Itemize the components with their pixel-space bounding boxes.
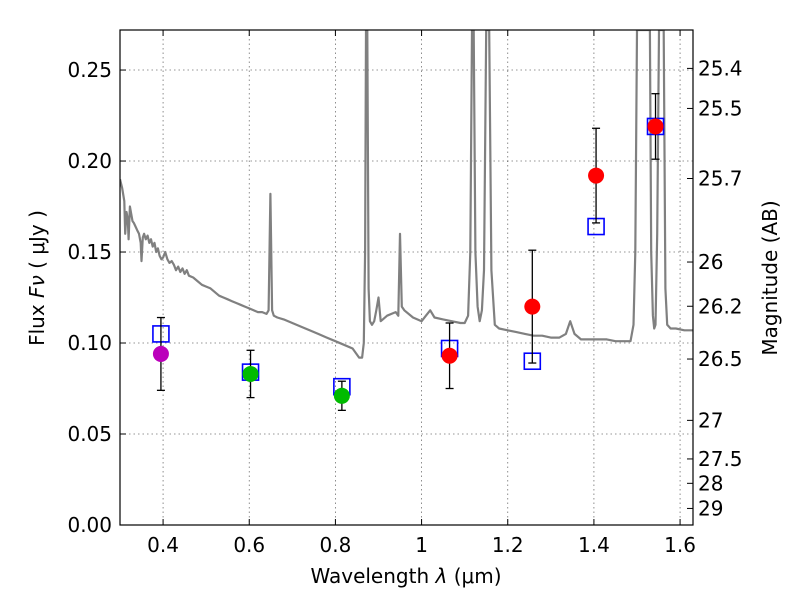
observed-layer — [152, 93, 664, 411]
magnitude-tick-label: 26.5 — [698, 347, 743, 371]
x-tick-label: 0.4 — [147, 533, 179, 557]
observed-point — [524, 298, 541, 315]
x-axis-label: Wavelength λ (μm) — [310, 564, 501, 588]
x-tick-label: 0.8 — [320, 533, 352, 557]
y-tick-label: 0.25 — [67, 58, 112, 82]
observed-point — [242, 365, 259, 382]
model-sed-layer — [120, 30, 693, 359]
x-tick-label: 1.2 — [492, 533, 524, 557]
magnitude-tick-label: 25.7 — [698, 167, 743, 191]
magnitude-tick-label: 29 — [698, 496, 723, 520]
magnitude-axis-label: Magnitude (AB) — [758, 200, 782, 355]
y-tick-label: 0.10 — [67, 331, 112, 355]
magnitude-tick-label: 26 — [698, 250, 723, 274]
x-tick-label: 1.4 — [578, 533, 610, 557]
x-tick-label: 0.6 — [233, 533, 265, 557]
plot-background — [120, 30, 693, 525]
x-tick-label: 1.6 — [664, 533, 696, 557]
y-axis-label: Flux Fν ( μJy ) — [25, 210, 49, 346]
axis-ticks: 0.4 0.6 0.8 1 1.2 1.4 1.6 0.00 0.05 0.10 0.15 0.20 0… — [67, 30, 743, 557]
model-sed-line — [120, 30, 693, 359]
magnitude-tick-label: 25.4 — [698, 56, 743, 80]
observed-point — [152, 345, 169, 362]
y-tick-label: 0.00 — [67, 513, 112, 537]
y-tick-label: 0.15 — [67, 240, 112, 264]
observed-point — [333, 387, 350, 404]
x-tick-label: 1 — [415, 533, 428, 557]
observed-point — [647, 118, 664, 135]
y-tick-label: 0.05 — [67, 422, 112, 446]
observed-point — [441, 347, 458, 364]
magnitude-tick-label: 28 — [698, 471, 723, 495]
observed-point — [588, 167, 605, 184]
magnitude-tick-label: 27.5 — [698, 447, 743, 471]
magnitude-tick-label: 27 — [698, 408, 723, 432]
y-tick-label: 0.20 — [67, 149, 112, 173]
magnitude-tick-label: 25.5 — [698, 96, 743, 120]
plot-frame — [119, 29, 694, 526]
magnitude-tick-label: 26.2 — [698, 294, 743, 318]
